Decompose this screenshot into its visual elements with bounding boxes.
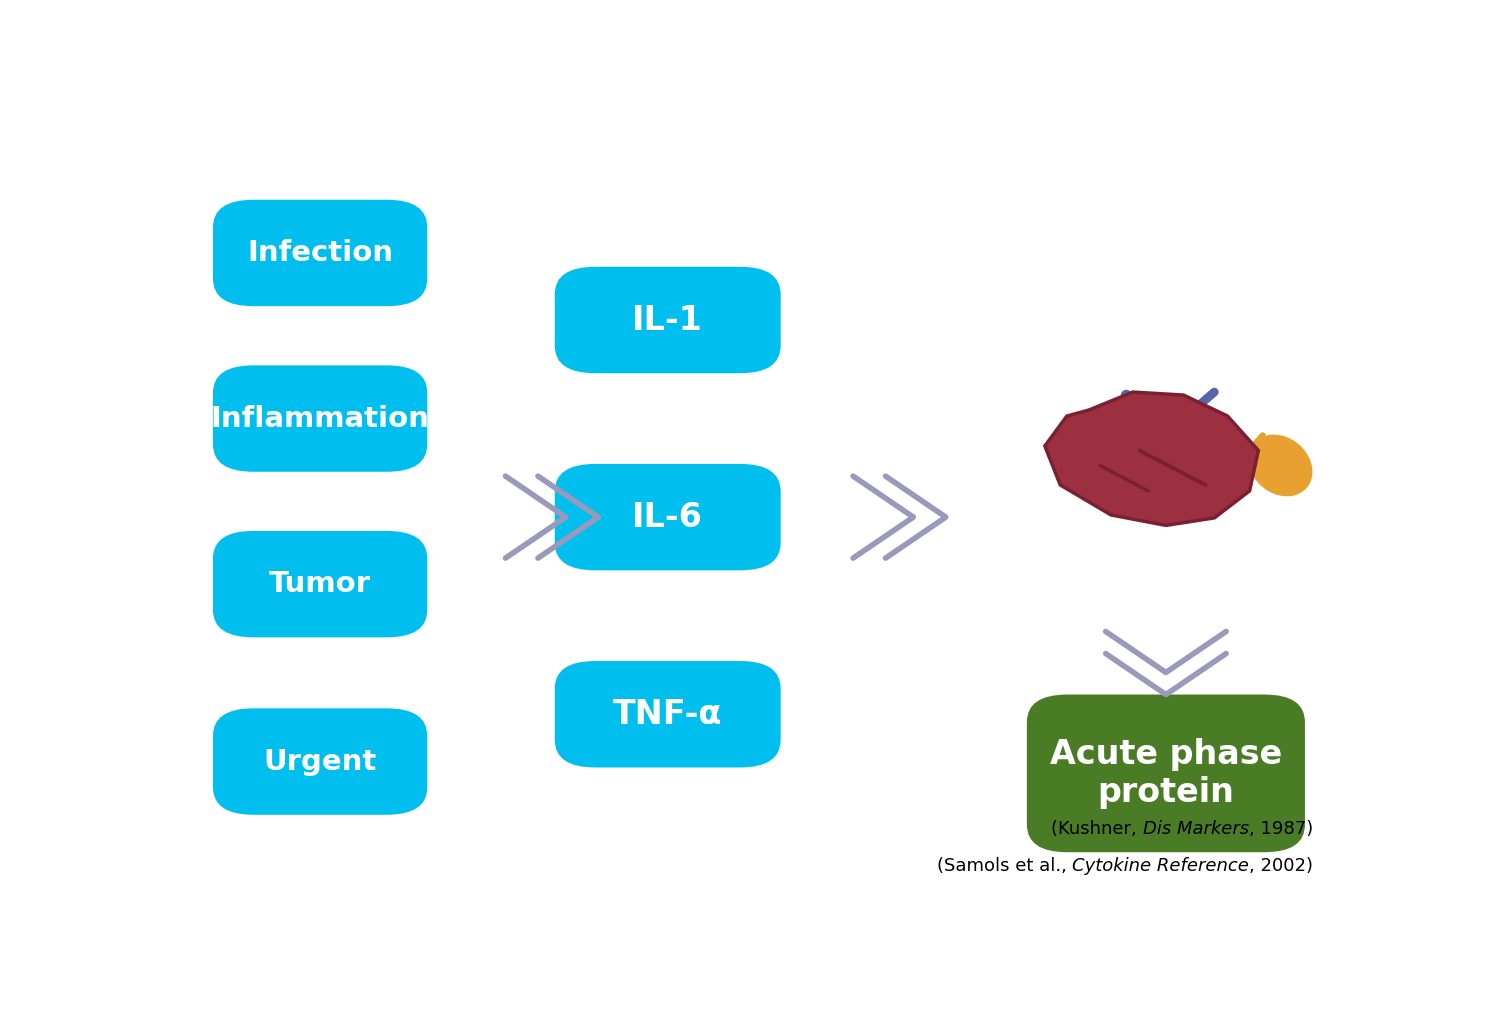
FancyBboxPatch shape [212,366,428,472]
Text: Infection: Infection [247,239,393,267]
Text: Tumor: Tumor [269,570,371,598]
FancyBboxPatch shape [555,464,780,570]
Text: Dis Markers: Dis Markers [1142,819,1248,838]
FancyBboxPatch shape [555,662,780,767]
Text: (Samols et al.,: (Samols et al., [936,857,1072,876]
Text: Acute phase
protein: Acute phase protein [1049,737,1283,809]
Text: (Kushner,: (Kushner, [1051,819,1142,838]
Text: Urgent: Urgent [263,748,377,775]
Polygon shape [1045,392,1259,525]
Text: IL-1: IL-1 [632,303,703,337]
FancyBboxPatch shape [555,267,780,373]
Text: , 2002): , 2002) [1248,857,1313,876]
Text: Inflammation: Inflammation [211,404,429,432]
Text: TNF-α: TNF-α [613,697,722,731]
Ellipse shape [1248,434,1313,497]
Text: , 1987): , 1987) [1248,819,1313,838]
FancyBboxPatch shape [212,709,428,815]
Text: IL-6: IL-6 [632,501,703,534]
FancyBboxPatch shape [1027,694,1305,852]
FancyBboxPatch shape [212,530,428,637]
Text: Cytokine Reference: Cytokine Reference [1072,857,1248,876]
FancyBboxPatch shape [212,200,428,306]
